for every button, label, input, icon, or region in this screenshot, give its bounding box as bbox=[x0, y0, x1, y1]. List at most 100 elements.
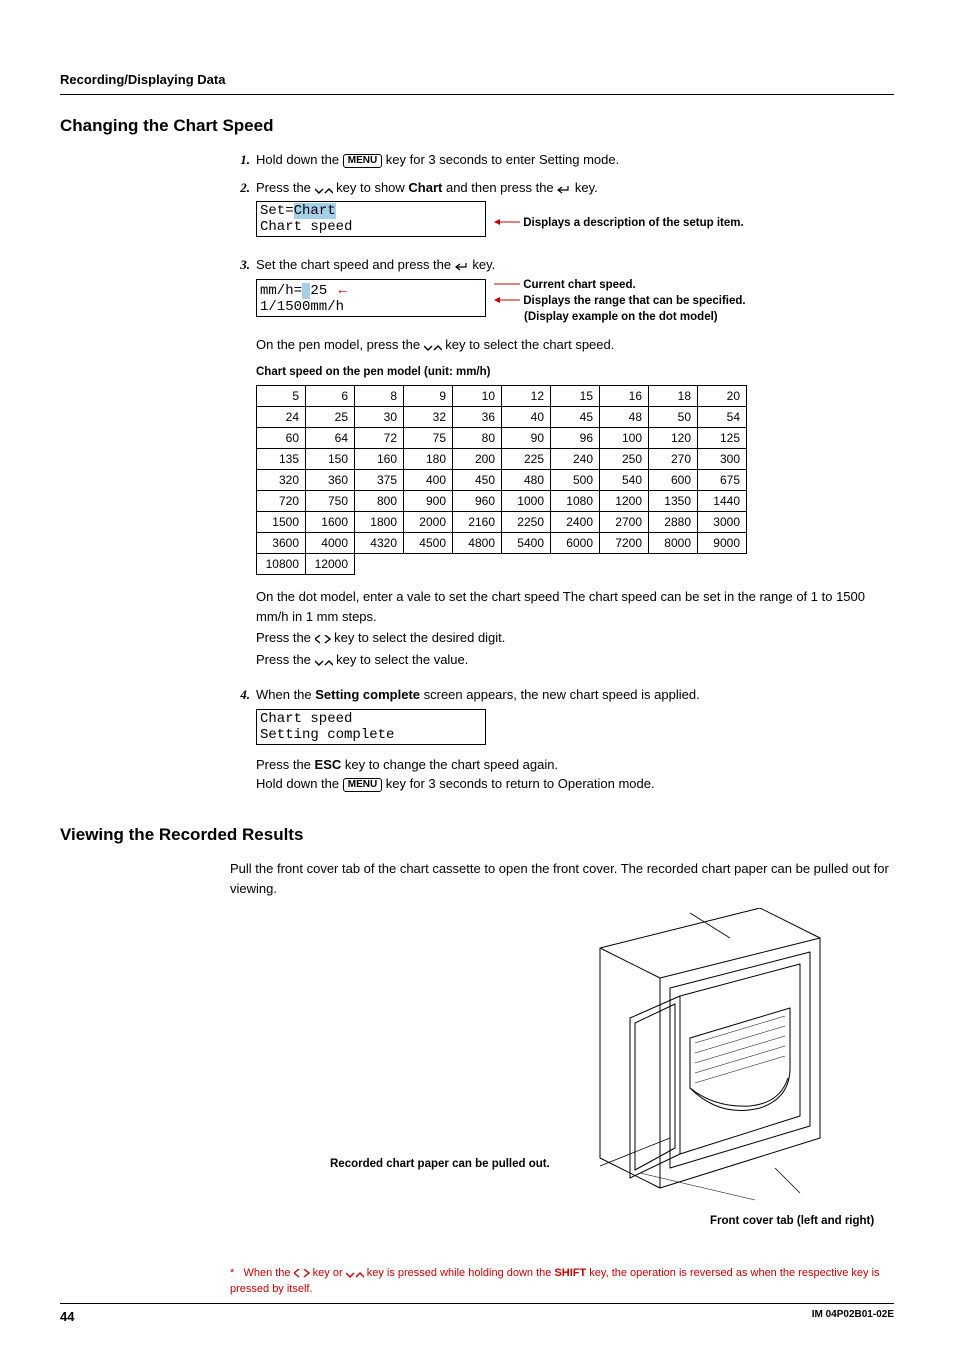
step-num: 3. bbox=[230, 255, 256, 671]
table-cell: 3000 bbox=[698, 512, 747, 533]
table-cell: 12 bbox=[502, 386, 551, 407]
annot-text: Displays a description of the setup item… bbox=[523, 217, 743, 229]
table-cell: 75 bbox=[404, 428, 453, 449]
table-cell: 960 bbox=[453, 491, 502, 512]
table-cell: 25 bbox=[306, 407, 355, 428]
table-cell: 54 bbox=[698, 407, 747, 428]
step-text: key to select the value. bbox=[333, 652, 469, 667]
table-cell: 750 bbox=[306, 491, 355, 512]
bold-setting-complete: Setting complete bbox=[315, 687, 420, 702]
table-cell: 36 bbox=[453, 407, 502, 428]
menu-key: MENU bbox=[343, 154, 382, 168]
esc-key: ESC bbox=[315, 757, 342, 772]
step-text: On the dot model, enter a vale to set th… bbox=[256, 587, 894, 626]
table-cell: 4000 bbox=[306, 533, 355, 554]
table-cell: 2000 bbox=[404, 512, 453, 533]
table-cell: 2880 bbox=[649, 512, 698, 533]
table-cell: 2160 bbox=[453, 512, 502, 533]
step-4: 4. When the Setting complete screen appe… bbox=[230, 685, 894, 794]
chart-speed-table: 5689101215161820242530323640454850546064… bbox=[256, 385, 747, 575]
illus-label-paper: Recorded chart paper can be pulled out. bbox=[330, 1156, 550, 1173]
annotation: Displays a description of the setup item… bbox=[494, 197, 744, 231]
view-para: Pull the front cover tab of the chart ca… bbox=[230, 859, 894, 898]
table-cell: 150 bbox=[306, 449, 355, 470]
recorder-svg bbox=[540, 908, 860, 1208]
table-cell: 5400 bbox=[502, 533, 551, 554]
table-cell: 100 bbox=[600, 428, 649, 449]
step-text: key for 3 seconds to return to Operation… bbox=[382, 776, 654, 791]
footnote-text: key or bbox=[310, 1267, 346, 1279]
footnote-text: When the bbox=[243, 1267, 293, 1279]
table-cell: 3600 bbox=[257, 533, 306, 554]
table-cell: 12000 bbox=[306, 554, 355, 575]
table-cell: 125 bbox=[698, 428, 747, 449]
step-text: Set the chart speed and press the bbox=[256, 257, 455, 272]
table-cell: 20 bbox=[698, 386, 747, 407]
step-text: key to show bbox=[333, 180, 409, 195]
step-text: On the pen model, press the bbox=[256, 337, 424, 352]
table-cell: 200 bbox=[453, 449, 502, 470]
table-cell: 675 bbox=[698, 470, 747, 491]
section-header: Recording/Displaying Data bbox=[60, 70, 894, 95]
table-cell: 2250 bbox=[502, 512, 551, 533]
step-text: Press the bbox=[256, 757, 315, 772]
table-cell: 90 bbox=[502, 428, 551, 449]
table-cell: 9000 bbox=[698, 533, 747, 554]
page-footer: 44 IM 04P02B01-02E bbox=[60, 1303, 894, 1327]
lcd-text: 1/1500mm/h bbox=[260, 299, 344, 315]
lcd-text: mm/h= bbox=[260, 283, 302, 299]
table-cell: 24 bbox=[257, 407, 306, 428]
table-cell: 64 bbox=[306, 428, 355, 449]
table-cell: 4320 bbox=[355, 533, 404, 554]
bold-chart: Chart bbox=[408, 180, 442, 195]
table-cell: 5 bbox=[257, 386, 306, 407]
table-cell: 1080 bbox=[551, 491, 600, 512]
table-cell: 540 bbox=[600, 470, 649, 491]
annotation: Current chart speed. Displays the range … bbox=[494, 275, 746, 325]
table-cell: 240 bbox=[551, 449, 600, 470]
updown-icon bbox=[315, 656, 333, 666]
table-cell: 800 bbox=[355, 491, 404, 512]
table-cell: 1350 bbox=[649, 491, 698, 512]
table-cell: 96 bbox=[551, 428, 600, 449]
table-cell: 300 bbox=[698, 449, 747, 470]
table-cell: 600 bbox=[649, 470, 698, 491]
table-cell: 450 bbox=[453, 470, 502, 491]
table-cell: 48 bbox=[600, 407, 649, 428]
step-text: Hold down the bbox=[256, 152, 343, 167]
annot-text: (Display example on the dot model) bbox=[524, 311, 718, 323]
step-text: screen appears, the new chart speed is a… bbox=[420, 687, 700, 702]
table-cell: 135 bbox=[257, 449, 306, 470]
enter-icon bbox=[455, 261, 469, 271]
table-cell: 1800 bbox=[355, 512, 404, 533]
updown-icon bbox=[424, 341, 442, 351]
table-cell: 8000 bbox=[649, 533, 698, 554]
page-number: 44 bbox=[60, 1307, 74, 1327]
step-text: Hold down the bbox=[256, 776, 343, 791]
shift-key: SHIFT bbox=[554, 1267, 586, 1279]
illus-label-tab: Front cover tab (left and right) bbox=[710, 1213, 874, 1230]
table-cell: 1500 bbox=[257, 512, 306, 533]
updown-icon bbox=[315, 184, 333, 194]
menu-key: MENU bbox=[343, 778, 382, 792]
table-cell: 480 bbox=[502, 470, 551, 491]
step-text: key. bbox=[469, 257, 496, 272]
annot-text: Displays the range that can be specified… bbox=[523, 295, 745, 307]
step-num: 2. bbox=[230, 178, 256, 242]
table-cell: 400 bbox=[404, 470, 453, 491]
lcd-display: Chart speed Setting complete bbox=[256, 709, 486, 745]
step-1: 1. Hold down the MENU key for 3 seconds … bbox=[230, 150, 894, 170]
table-cell: 900 bbox=[404, 491, 453, 512]
step-text: key. bbox=[571, 180, 598, 195]
table-cell: 120 bbox=[649, 428, 698, 449]
footnote-star: * bbox=[230, 1267, 234, 1279]
table-cell: 1600 bbox=[306, 512, 355, 533]
lcd-display: Set=Chart Chart speed bbox=[256, 201, 486, 237]
table-cell: 30 bbox=[355, 407, 404, 428]
table-cell: 4500 bbox=[404, 533, 453, 554]
step-3: 3. Set the chart speed and press the key… bbox=[230, 255, 894, 671]
table-cell: 320 bbox=[257, 470, 306, 491]
table-cell: 16 bbox=[600, 386, 649, 407]
table-cell: 375 bbox=[355, 470, 404, 491]
table-caption: Chart speed on the pen model (unit: mm/h… bbox=[256, 364, 894, 381]
